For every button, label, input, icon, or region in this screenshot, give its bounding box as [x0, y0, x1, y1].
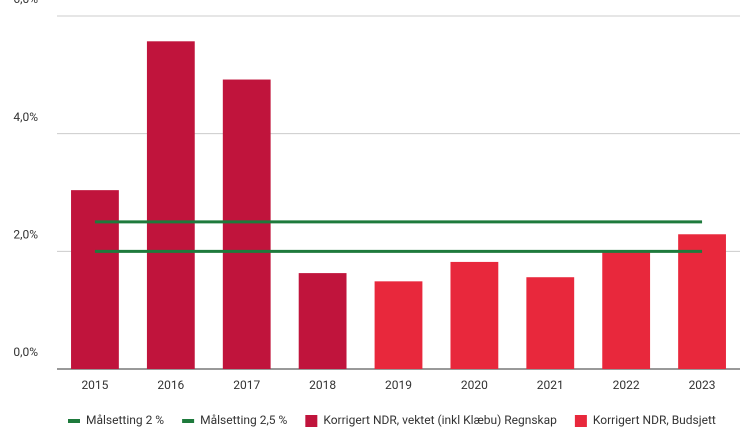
- bar: [450, 261, 499, 369]
- legend-label: Korrigert NDR, vektet (inkl Klæbu) Regns…: [323, 413, 557, 427]
- bar: [602, 251, 651, 369]
- legend-swatch: [68, 419, 80, 423]
- bar: [526, 277, 575, 369]
- legend-swatch: [574, 415, 587, 427]
- bar: [71, 190, 119, 369]
- bar: [298, 273, 347, 369]
- x-tick-label: 2019: [385, 378, 412, 392]
- x-tick-label: 2018: [309, 378, 336, 392]
- bar: [678, 234, 726, 369]
- y-tick-label: 4,0%: [13, 110, 38, 124]
- x-tick-label: 2022: [613, 378, 640, 392]
- legend-label: Korrigert NDR, Budsjett: [593, 413, 716, 427]
- legend-swatch: [182, 419, 195, 423]
- y-tick-label: 0,0%: [13, 345, 38, 359]
- legend-label: Målsetting 2 %: [86, 413, 164, 427]
- x-tick-label: 2023: [689, 378, 716, 392]
- bar: [222, 79, 271, 369]
- x-tick-label: 2015: [81, 378, 108, 392]
- legend-swatch: [305, 415, 318, 427]
- bar: [374, 281, 423, 369]
- y-tick-label: 2,0%: [13, 228, 38, 242]
- x-tick-label: 2016: [157, 378, 184, 392]
- legend-label: Målsetting 2,5 %: [200, 413, 287, 427]
- y-tick-label: 6,0%: [13, 0, 38, 6]
- bar: [146, 41, 195, 369]
- x-tick-label: 2021: [537, 378, 564, 392]
- x-tick-label: 2020: [461, 378, 488, 392]
- x-tick-label: 2017: [233, 378, 260, 392]
